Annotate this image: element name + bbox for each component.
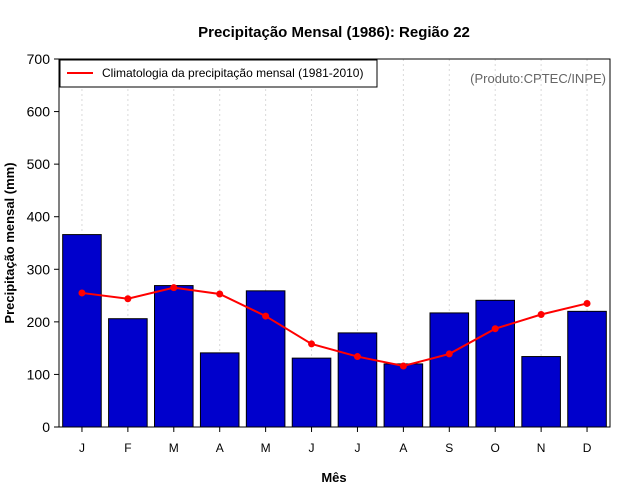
bar-4 [199, 352, 240, 428]
bar-9 [429, 312, 470, 428]
legend-label: Climatologia da precipitação mensal (198… [102, 66, 363, 80]
x-tick-label: J [309, 441, 315, 455]
legend: Climatologia da precipitação mensal (198… [59, 59, 378, 88]
y-tick-label: 0 [42, 419, 50, 435]
bar-5 [245, 290, 286, 428]
climatology-point-7 [353, 353, 361, 361]
y-axis: 0 100 200 300 400 500 600 700 [27, 51, 59, 435]
bar-8 [383, 363, 424, 428]
x-tick-label: F [124, 441, 131, 455]
y-tick-label: 600 [27, 104, 51, 120]
x-tick-label: D [583, 441, 592, 455]
climatology-point-2 [124, 295, 132, 303]
climatology-point-9 [445, 350, 453, 358]
climatology-line [81, 286, 588, 368]
x-tick-label: N [537, 441, 546, 455]
x-tick-label: J [79, 441, 85, 455]
bar-12 [567, 310, 607, 428]
x-axis-title: Mês [321, 470, 346, 485]
legend-box [59, 59, 378, 88]
climatology-point-3 [170, 284, 178, 292]
y-tick-label: 100 [27, 366, 51, 382]
bar-7 [337, 332, 378, 428]
y-tick-label: 300 [27, 261, 51, 277]
y-axis-title: Precipitação mensal (mm) [2, 162, 17, 323]
chart-title: Precipitação Mensal (1986): Região 22 [198, 24, 470, 41]
x-tick-label: A [399, 441, 407, 455]
credit-label: (Produto:CPTEC/INPE) [470, 71, 606, 86]
y-tick-label: 200 [27, 314, 51, 330]
climatology-point-12 [583, 299, 591, 307]
bar-1 [62, 234, 102, 428]
climatology-line-layer [78, 284, 591, 370]
x-tick-label: M [261, 441, 271, 455]
bar-10 [475, 299, 515, 428]
plot-frame [58, 58, 611, 428]
x-tick-label: J [354, 441, 360, 455]
bars-layer [62, 234, 607, 428]
climatology-point-8 [399, 362, 407, 370]
x-tick-label: A [216, 441, 224, 455]
y-tick-label: 500 [27, 156, 51, 172]
climatology-point-6 [308, 340, 316, 348]
bar-6 [291, 357, 332, 428]
climatology-point-4 [216, 290, 224, 298]
y-tick-label: 700 [27, 51, 51, 67]
bar-2 [108, 318, 148, 428]
x-tick-label: S [445, 441, 453, 455]
climatology-point-11 [537, 310, 545, 318]
climatology-point-10 [491, 325, 499, 333]
y-tick-label: 400 [27, 209, 51, 225]
bar-11 [521, 356, 561, 428]
climatology-point-5 [262, 312, 270, 320]
bar-3 [154, 285, 194, 428]
x-tick-label: O [491, 441, 500, 455]
climatology-point-1 [78, 289, 86, 297]
x-tick-label: M [169, 441, 179, 455]
